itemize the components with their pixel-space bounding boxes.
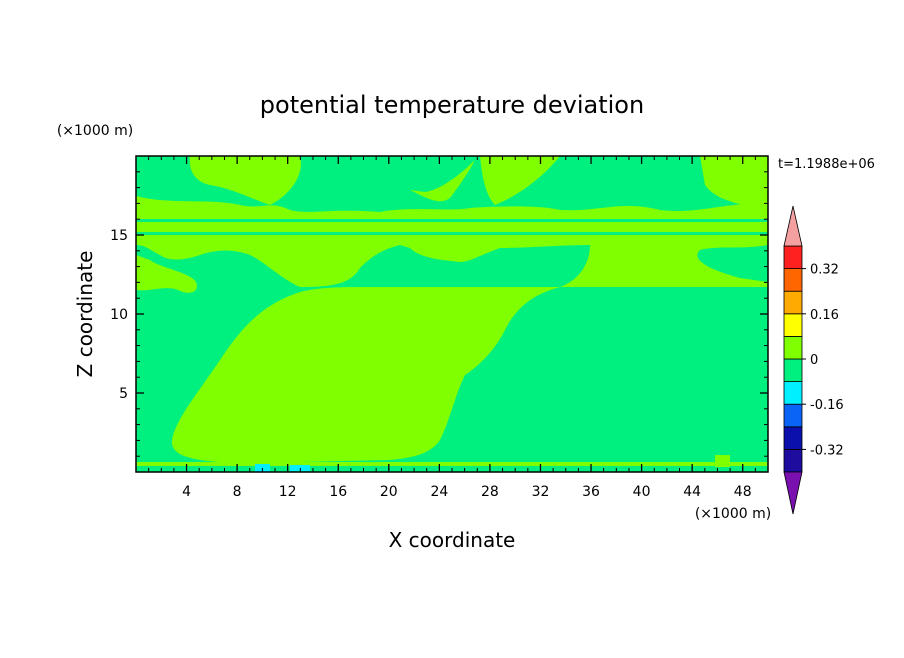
colorbar-label: -0.32: [810, 443, 844, 458]
x-tick-label: 28: [481, 484, 499, 500]
x-axis: 4 8 12 16 20 24 28 32 36 40 44 48: [148, 156, 756, 500]
y-axis: 5 10 15: [110, 171, 768, 457]
y-axis-unit: (×1000 m): [57, 123, 133, 139]
colorbar: 0.32 0.16 0 -0.16 -0.32: [783, 205, 844, 515]
field-positive-region-upper-band: [136, 196, 768, 287]
colorbar-segment: [783, 403, 803, 428]
y-tick-label: 10: [110, 307, 128, 323]
colorbar-segment: [783, 245, 803, 270]
x-tick-label: 32: [532, 484, 550, 500]
x-tick-label: 40: [633, 484, 651, 500]
x-tick-label: 20: [380, 484, 398, 500]
colorbar-label: 0.32: [810, 263, 839, 278]
colorbar-segment: [783, 358, 803, 383]
colorbar-segment: [783, 268, 803, 292]
colorbar-label: 0: [810, 353, 818, 368]
field-positive-region-top-right: [480, 156, 560, 205]
colorbar-segment: [783, 381, 803, 405]
field-positive-region-main: [171, 287, 560, 462]
x-tick-label: 24: [430, 484, 448, 500]
x-tick-label: 16: [329, 484, 347, 500]
y-tick-label: 5: [119, 386, 128, 402]
field-positive-region-top-left: [189, 156, 301, 205]
time-label: t=1.1988e+06: [778, 157, 875, 172]
field-positive-region-top-mid: [410, 160, 475, 202]
x-tick-label: 36: [582, 484, 600, 500]
y-axis-label: Z coordinate: [73, 251, 97, 378]
colorbar-label: -0.16: [810, 398, 844, 413]
colorbar-segment: [783, 448, 803, 473]
colorbar-segment: [783, 313, 803, 337]
colorbar-segment: [783, 335, 803, 360]
field-positive-region-top-far-right: [700, 156, 768, 210]
x-axis-unit: (×1000 m): [695, 506, 771, 522]
colorbar-segment: [783, 290, 803, 315]
colorbar-label: 0.16: [810, 308, 839, 323]
colorbar-under-triangle: [783, 471, 803, 515]
field-positive-region-upper-left: [136, 200, 197, 293]
x-axis-label: X coordinate: [389, 528, 516, 552]
x-tick-label: 44: [683, 484, 701, 500]
colorbar-segment: [783, 426, 803, 450]
plot-area: [135, 155, 769, 473]
field-stratified-layers: [136, 219, 768, 240]
x-tick-label: 48: [734, 484, 752, 500]
chart-title: potential temperature deviation: [260, 91, 644, 119]
x-tick-label: 12: [279, 484, 297, 500]
x-tick-label: 8: [233, 484, 242, 500]
x-tick-label: 4: [182, 484, 191, 500]
y-tick-label: 15: [110, 228, 128, 244]
colorbar-over-triangle: [783, 205, 803, 247]
